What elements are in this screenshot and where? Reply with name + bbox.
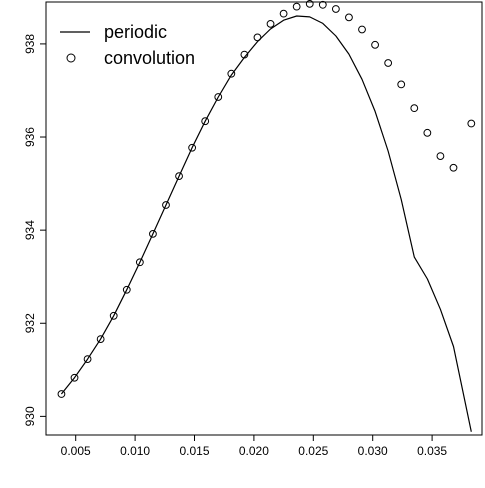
legend-label-convolution: convolution bbox=[104, 48, 195, 68]
data-point-convolution bbox=[305, 0, 314, 8]
data-point-convolution bbox=[83, 355, 92, 364]
y-tick-label: 932 bbox=[23, 313, 37, 333]
x-tick-label: 0.035 bbox=[417, 444, 447, 458]
y-tick-label: 930 bbox=[23, 406, 37, 426]
data-point-convolution bbox=[449, 163, 458, 172]
data-point-convolution bbox=[358, 25, 366, 34]
data-point-convolution bbox=[423, 128, 432, 137]
data-point-convolution bbox=[162, 201, 170, 209]
data-point-convolution bbox=[175, 172, 183, 181]
data-point-convolution bbox=[227, 69, 236, 78]
x-axis: 0.005 0.010 0.015 0.020 0.025 0.030 0.035 bbox=[61, 435, 447, 458]
data-point-convolution bbox=[253, 33, 262, 42]
data-point-convolution bbox=[122, 285, 131, 294]
data-point-convolution bbox=[410, 104, 419, 113]
series-layer bbox=[57, 0, 476, 432]
data-point-convolution bbox=[214, 93, 223, 101]
legend: periodic convolution bbox=[60, 22, 195, 68]
x-tick-label: 0.030 bbox=[358, 444, 388, 458]
x-tick-label: 0.015 bbox=[179, 444, 209, 458]
data-point-convolution bbox=[331, 5, 340, 13]
data-point-convolution bbox=[109, 311, 118, 320]
x-tick-label: 0.005 bbox=[61, 444, 91, 458]
x-tick-label: 0.020 bbox=[239, 444, 269, 458]
data-point-convolution bbox=[318, 0, 327, 9]
data-point-convolution bbox=[467, 119, 476, 128]
series-line-periodic bbox=[60, 15, 472, 432]
legend-point-swatch bbox=[66, 53, 76, 63]
data-point-convolution bbox=[345, 13, 353, 22]
y-tick-label: 938 bbox=[23, 34, 37, 54]
data-point-convolution bbox=[201, 117, 210, 126]
legend-label-periodic: periodic bbox=[104, 22, 167, 42]
y-tick-label: 936 bbox=[23, 127, 37, 147]
data-point-convolution bbox=[384, 59, 393, 67]
data-point-convolution bbox=[188, 143, 197, 152]
data-point-convolution bbox=[371, 40, 379, 49]
data-point-convolution bbox=[292, 2, 301, 11]
data-point-convolution bbox=[135, 258, 144, 267]
data-point-convolution bbox=[279, 9, 288, 18]
data-point-convolution bbox=[57, 390, 66, 398]
data-point-convolution bbox=[149, 229, 157, 238]
x-tick-label: 0.025 bbox=[298, 444, 328, 458]
data-point-convolution bbox=[70, 373, 79, 382]
data-point-convolution bbox=[436, 152, 445, 161]
y-axis: 930 932 934 936 938 bbox=[23, 34, 46, 426]
plot-frame bbox=[45, 1, 483, 436]
data-point-convolution bbox=[266, 19, 275, 28]
data-point-convolution bbox=[397, 80, 406, 89]
data-point-convolution bbox=[240, 50, 249, 59]
data-point-convolution bbox=[96, 335, 105, 343]
x-tick-label: 0.010 bbox=[120, 444, 150, 458]
y-tick-label: 934 bbox=[23, 220, 37, 240]
